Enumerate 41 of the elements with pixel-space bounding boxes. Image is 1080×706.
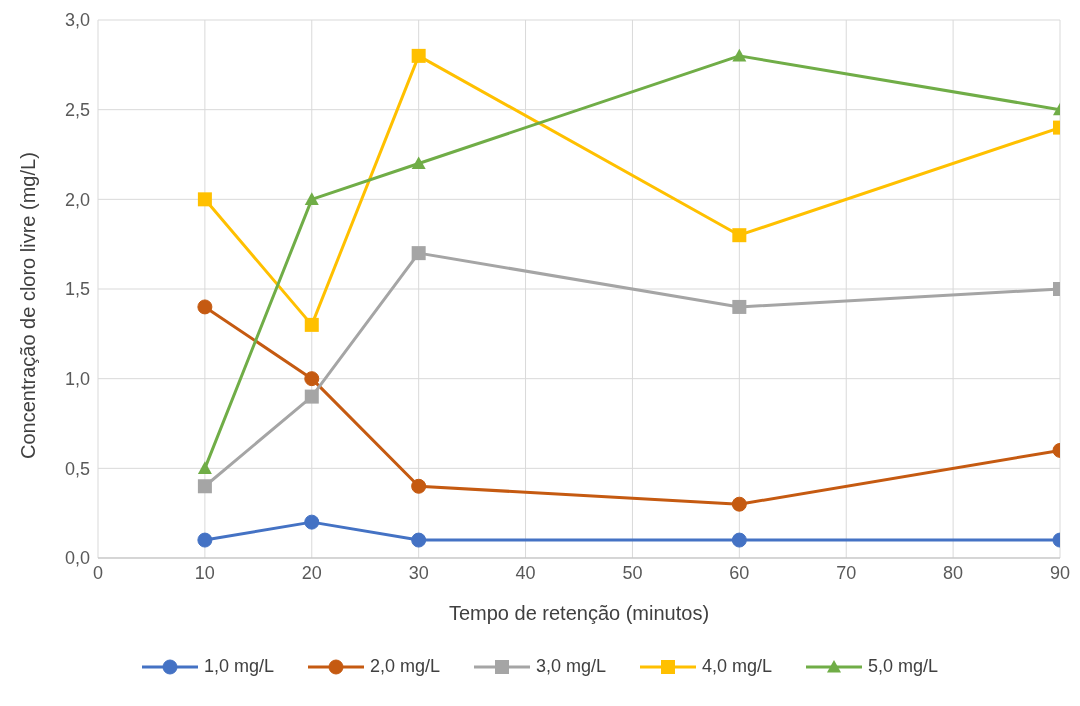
x-tick-label: 10 <box>194 562 215 583</box>
point <box>411 246 426 261</box>
point <box>411 532 427 548</box>
point <box>197 192 212 207</box>
point <box>731 496 747 512</box>
point <box>411 156 426 170</box>
x-tick-label: 70 <box>836 562 857 583</box>
point <box>304 317 319 332</box>
point <box>304 192 319 205</box>
x-tick-label: 50 <box>622 562 643 583</box>
y-tick-label: 3,0 <box>64 10 90 31</box>
point <box>197 532 213 548</box>
x-tick-label: 40 <box>515 562 536 583</box>
legend-label: 5,0 mg/L <box>868 656 939 677</box>
legend-label: 1,0 mg/L <box>203 656 274 677</box>
y-tick-label: 0,0 <box>64 548 90 569</box>
legend-label: 2,0 mg/L <box>369 656 440 677</box>
y-tick-label: 1,5 <box>64 279 90 300</box>
x-tick-label: 80 <box>943 562 964 583</box>
legend-label: 3,0 mg/L <box>535 656 607 677</box>
point <box>411 478 427 494</box>
x-tick-label: 30 <box>408 562 429 583</box>
point <box>304 371 320 387</box>
point <box>304 514 320 530</box>
y-tick-label: 0,5 <box>64 458 90 479</box>
x-tick-label: 20 <box>301 562 322 583</box>
point <box>197 299 213 315</box>
point <box>731 532 747 548</box>
y-tick-label: 1,0 <box>64 369 90 390</box>
point <box>304 389 319 404</box>
point <box>197 461 212 474</box>
x-axis-title: Tempo de retenção (minutos) <box>448 602 710 624</box>
legend-label: 4,0 mg/L <box>702 656 773 677</box>
y-tick-label: 2,0 <box>64 189 90 210</box>
point <box>411 48 426 63</box>
x-tick-label: 0 <box>92 562 104 583</box>
x-tick-label: 60 <box>729 562 750 583</box>
x-tick-label: 90 <box>1049 562 1071 583</box>
y-tick-label: 2,5 <box>64 100 90 121</box>
point <box>197 479 212 494</box>
y-axis-title: Concentração de cloro livre (mg/L) <box>17 152 40 459</box>
